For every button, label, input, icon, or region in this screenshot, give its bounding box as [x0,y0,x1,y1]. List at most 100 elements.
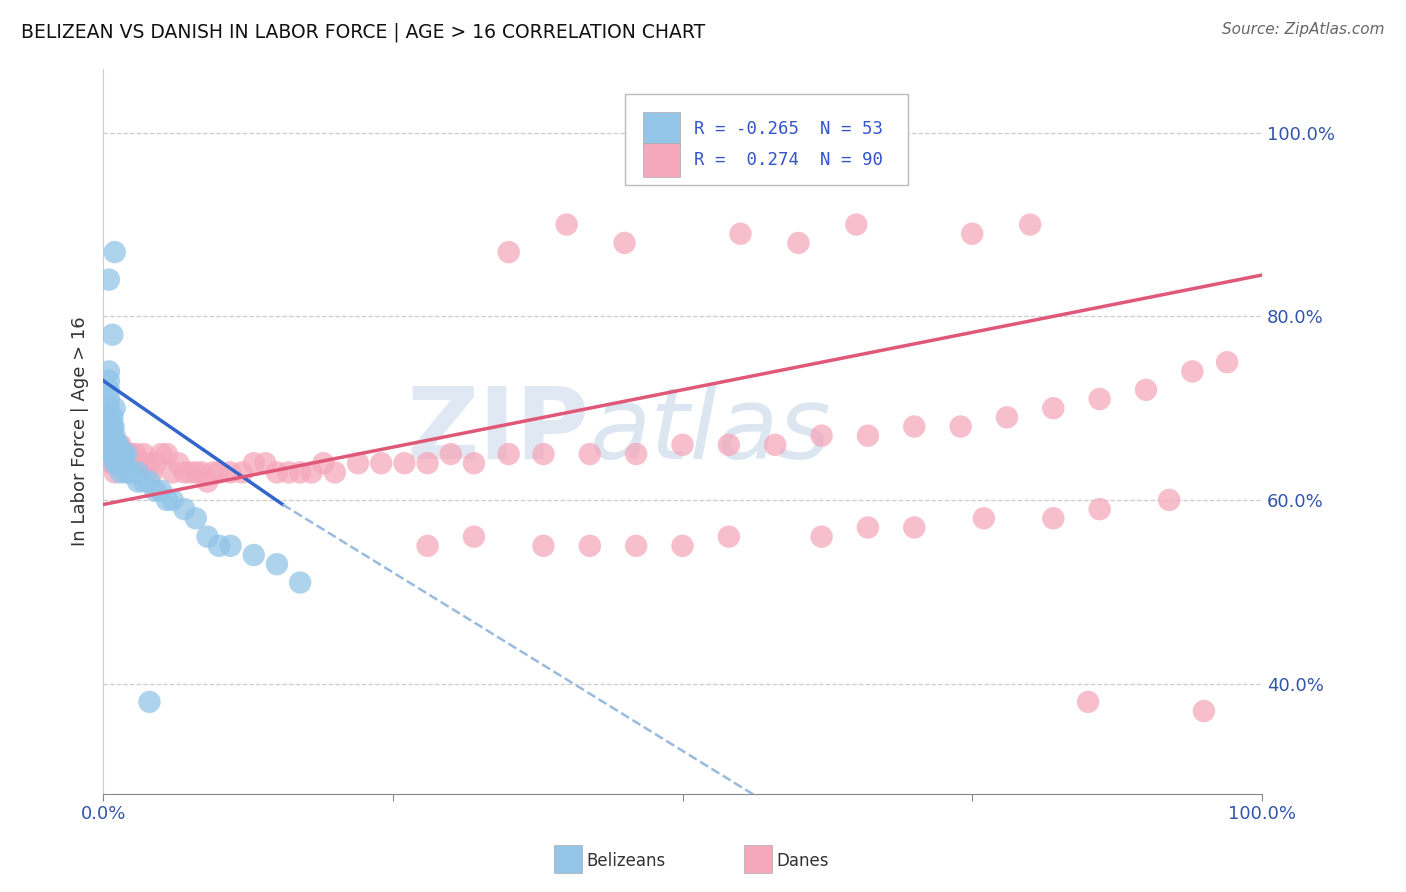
Point [1077,695,1099,709]
Point [143,456,166,470]
Point [463,530,485,544]
Point [162,492,184,507]
Text: Belizeans: Belizeans [586,852,665,870]
Point [995,410,1018,425]
Point [208,466,231,480]
Point [219,539,242,553]
Point [162,466,184,480]
Point [219,466,242,480]
Point [1088,392,1111,406]
Point [173,502,195,516]
Point [671,438,693,452]
Point [190,466,212,480]
Point [100,428,122,442]
Y-axis label: In Labor Force | Age > 16: In Labor Force | Age > 16 [72,317,89,546]
Point [440,447,463,461]
Point [266,466,288,480]
Point [717,530,740,544]
Point [115,447,138,461]
Point [112,456,135,470]
Point [136,456,159,470]
Point [787,235,810,250]
Point [104,456,127,470]
Point [105,438,128,452]
Point [288,466,311,480]
Text: BELIZEAN VS DANISH IN LABOR FORCE | AGE > 16 CORRELATION CHART: BELIZEAN VS DANISH IN LABOR FORCE | AGE … [21,22,706,42]
Point [104,245,127,260]
Point [132,447,155,461]
Point [1181,364,1204,378]
Point [242,548,264,562]
Point [173,466,195,480]
Point [117,447,139,461]
Point [110,447,132,461]
Point [97,392,120,406]
Point [97,401,120,416]
Point [323,466,346,480]
Point [103,419,125,434]
Point [555,218,578,232]
FancyBboxPatch shape [643,112,681,146]
Point [156,492,179,507]
Point [266,558,288,572]
Point [110,438,132,452]
Point [103,456,125,470]
Point [104,447,127,461]
Point [101,410,124,425]
Point [184,466,207,480]
Point [949,419,972,434]
Point [671,539,693,553]
Point [184,511,207,525]
Point [394,456,416,470]
Point [101,419,124,434]
Point [167,456,190,470]
Text: R = -0.265  N = 53: R = -0.265 N = 53 [695,120,883,138]
Point [578,447,600,461]
Point [730,227,752,241]
Point [127,466,149,480]
Point [1019,218,1042,232]
Point [1042,511,1064,525]
Point [1135,383,1157,397]
Point [1192,704,1215,718]
Point [101,438,124,452]
Point [105,456,128,470]
Point [533,539,555,553]
Point [179,466,201,480]
Point [121,447,143,461]
Point [107,456,129,470]
Point [301,466,323,480]
Point [138,695,160,709]
Point [100,447,122,461]
Point [97,410,120,425]
Point [103,447,125,461]
Point [288,575,311,590]
Point [973,511,995,525]
Point [132,475,155,489]
Point [121,466,143,480]
Point [104,428,127,442]
Point [100,438,122,452]
Point [810,530,832,544]
Point [197,475,219,489]
Point [101,447,124,461]
Point [138,475,160,489]
Point [103,438,125,452]
Point [115,447,138,461]
Point [100,410,122,425]
Point [101,456,124,470]
Point [624,539,647,553]
Point [97,383,120,397]
FancyBboxPatch shape [624,94,908,185]
Point [498,245,520,260]
Point [463,456,485,470]
Point [101,428,124,442]
Point [717,438,740,452]
Point [498,447,520,461]
Point [533,447,555,461]
Point [127,475,149,489]
Point [903,520,925,534]
Point [97,364,120,378]
Point [810,428,832,442]
Point [277,466,299,480]
